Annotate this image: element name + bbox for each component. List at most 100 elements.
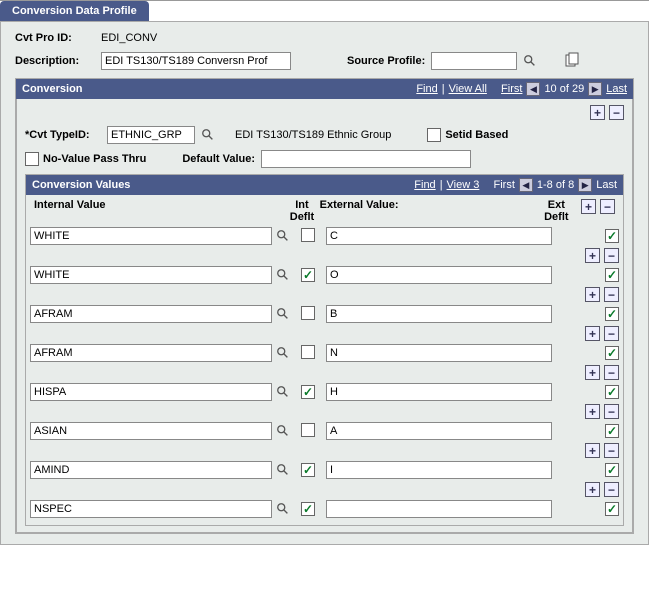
int-deflt-checkbox[interactable]: [301, 228, 315, 242]
conversion-values-section: Conversion Values Find | View 3 First ◀ …: [25, 174, 624, 526]
conversion-counter: 10 of 29: [544, 83, 584, 95]
cvt-typeid-lookup-icon[interactable]: [201, 128, 215, 142]
row-add-button[interactable]: +: [585, 248, 600, 263]
values-find-link[interactable]: Find: [414, 179, 435, 191]
row-add-button[interactable]: +: [585, 365, 600, 380]
internal-value-input[interactable]: [30, 305, 272, 323]
row-delete-button[interactable]: −: [604, 482, 619, 497]
main-panel: Cvt Pro ID: EDI_CONV Description: Source…: [0, 21, 649, 545]
internal-lookup-icon[interactable]: [276, 463, 290, 477]
source-profile-input[interactable]: [431, 52, 517, 70]
conversion-header: Conversion Find | View All First ◀ 10 of…: [16, 79, 633, 99]
external-value-input[interactable]: [326, 305, 552, 323]
values-counter: 1-8 of 8: [537, 179, 574, 191]
novalue-label: No-Value Pass Thru: [43, 153, 146, 165]
table-row: +−: [30, 404, 619, 440]
internal-value-input[interactable]: [30, 500, 272, 518]
conversion-delete-button[interactable]: −: [609, 105, 624, 120]
int-deflt-checkbox[interactable]: [301, 385, 315, 399]
row-add-button[interactable]: +: [585, 443, 600, 458]
copy-icon[interactable]: [563, 52, 581, 70]
values-delete-button[interactable]: −: [600, 199, 615, 214]
external-value-input[interactable]: [326, 227, 552, 245]
page-tab[interactable]: Conversion Data Profile: [0, 1, 149, 21]
int-deflt-checkbox[interactable]: [301, 463, 315, 477]
external-value-input[interactable]: [326, 500, 552, 518]
row-add-button[interactable]: +: [585, 404, 600, 419]
int-deflt-checkbox[interactable]: [301, 502, 315, 516]
cvt-typeid-input[interactable]: [107, 126, 195, 144]
setid-based-label: Setid Based: [445, 129, 508, 141]
internal-value-input[interactable]: [30, 422, 272, 440]
conversion-last-link[interactable]: Last: [606, 83, 627, 95]
novalue-checkbox[interactable]: [25, 152, 39, 166]
setid-based-checkbox[interactable]: [427, 128, 441, 142]
int-deflt-checkbox[interactable]: [301, 306, 315, 320]
row-add-button[interactable]: +: [585, 482, 600, 497]
external-value-input[interactable]: [326, 344, 552, 362]
ext-deflt-checkbox[interactable]: [605, 463, 619, 477]
internal-lookup-icon[interactable]: [276, 385, 290, 399]
internal-lookup-icon[interactable]: [276, 268, 290, 282]
table-row: +−: [30, 326, 619, 362]
external-value-input[interactable]: [326, 422, 552, 440]
row-delete-button[interactable]: −: [604, 326, 619, 341]
values-prev-icon[interactable]: ◀: [519, 178, 533, 192]
internal-lookup-icon[interactable]: [276, 346, 290, 360]
values-add-button[interactable]: +: [581, 199, 596, 214]
ext-deflt-checkbox[interactable]: [605, 229, 619, 243]
table-row: +−: [30, 482, 619, 518]
int-deflt-checkbox[interactable]: [301, 423, 315, 437]
int-deflt-checkbox[interactable]: [301, 268, 315, 282]
internal-value-input[interactable]: [30, 344, 272, 362]
ext-deflt-checkbox[interactable]: [605, 307, 619, 321]
values-header: Conversion Values Find | View 3 First ◀ …: [26, 175, 623, 195]
internal-value-input[interactable]: [30, 383, 272, 401]
description-input[interactable]: [101, 52, 291, 70]
values-next-icon[interactable]: ▶: [578, 178, 592, 192]
conversion-viewall-link[interactable]: View All: [449, 83, 487, 95]
ext-deflt-checkbox[interactable]: [605, 424, 619, 438]
int-deflt-header: Int Deflt: [288, 199, 315, 223]
row-delete-button[interactable]: −: [604, 443, 619, 458]
ext-deflt-checkbox[interactable]: [605, 502, 619, 516]
internal-lookup-icon[interactable]: [276, 502, 290, 516]
internal-lookup-icon[interactable]: [276, 424, 290, 438]
values-first-link[interactable]: First: [494, 179, 515, 191]
internal-value-input[interactable]: [30, 266, 272, 284]
internal-lookup-icon[interactable]: [276, 307, 290, 321]
conversion-next-icon[interactable]: ▶: [588, 82, 602, 96]
cvt-type-desc: EDI TS130/TS189 Ethnic Group: [235, 129, 391, 141]
table-row: +−: [30, 365, 619, 401]
external-value-header: External Value:: [316, 199, 537, 211]
external-value-input[interactable]: [326, 266, 552, 284]
ext-deflt-checkbox[interactable]: [605, 346, 619, 360]
ext-deflt-checkbox[interactable]: [605, 268, 619, 282]
internal-value-input[interactable]: [30, 461, 272, 479]
source-profile-lookup-icon[interactable]: [523, 54, 537, 68]
external-value-input[interactable]: [326, 383, 552, 401]
row-delete-button[interactable]: −: [604, 404, 619, 419]
conversion-first-link[interactable]: First: [501, 83, 522, 95]
table-row: +−: [30, 287, 619, 323]
conversion-find-link[interactable]: Find: [416, 83, 437, 95]
conversion-add-button[interactable]: +: [590, 105, 605, 120]
conversion-prev-icon[interactable]: ◀: [526, 82, 540, 96]
internal-value-header: Internal Value: [34, 199, 271, 211]
int-deflt-checkbox[interactable]: [301, 345, 315, 359]
default-value-input[interactable]: [261, 150, 471, 168]
internal-lookup-icon[interactable]: [276, 229, 290, 243]
row-add-button[interactable]: +: [585, 326, 600, 341]
cvt-pro-id-value: EDI_CONV: [101, 32, 181, 44]
default-value-label: Default Value:: [182, 153, 255, 165]
external-value-input[interactable]: [326, 461, 552, 479]
values-view3-link[interactable]: View 3: [447, 179, 480, 191]
values-last-link[interactable]: Last: [596, 179, 617, 191]
row-add-button[interactable]: +: [585, 287, 600, 302]
row-delete-button[interactable]: −: [604, 287, 619, 302]
row-delete-button[interactable]: −: [604, 365, 619, 380]
ext-deflt-checkbox[interactable]: [605, 385, 619, 399]
internal-value-input[interactable]: [30, 227, 272, 245]
description-label: Description:: [15, 55, 95, 67]
row-delete-button[interactable]: −: [604, 248, 619, 263]
